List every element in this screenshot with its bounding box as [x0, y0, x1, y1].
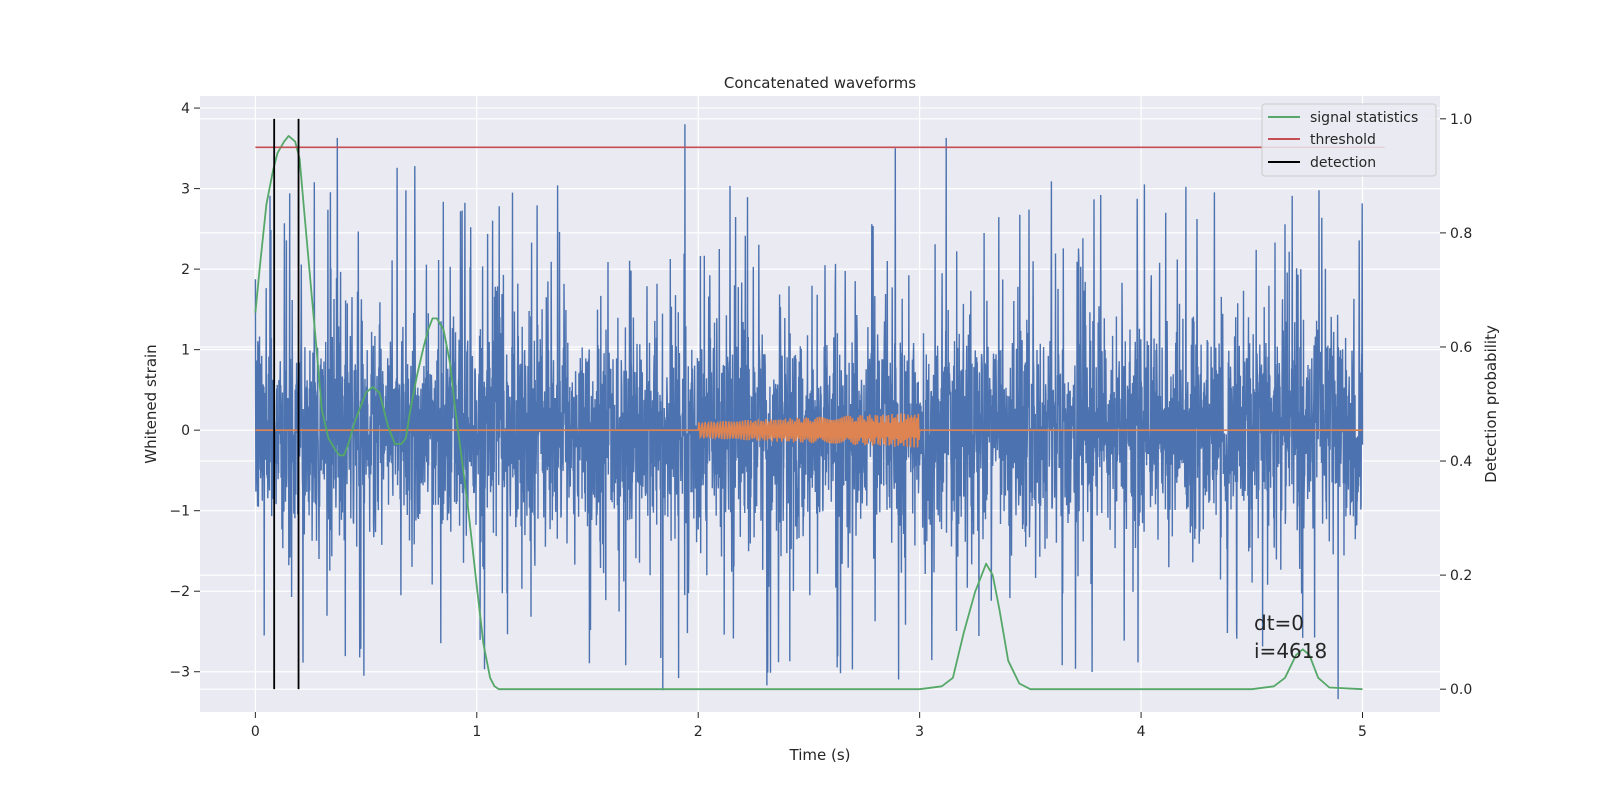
right-y-tick-label: 0.6	[1450, 340, 1472, 356]
right-y-tick-label: 1.0	[1450, 112, 1472, 128]
right-y-tick-label: 0.2	[1450, 568, 1472, 584]
right-y-axis-ticks: 0.0 0.2 0.4 0.6 0.8 1.0	[1440, 112, 1472, 698]
annotation-dt: dt=0	[1254, 611, 1304, 635]
x-tick-label: 2	[694, 724, 703, 740]
x-tick-label: 5	[1358, 724, 1367, 740]
right-y-tick-label: 0.8	[1450, 226, 1472, 242]
x-tick-label: 4	[1137, 724, 1146, 740]
legend-label-detection: detection	[1310, 155, 1376, 171]
legend-label-threshold: threshold	[1310, 132, 1376, 148]
x-axis-ticks: 0 1 2 3 4 5	[251, 712, 1367, 740]
y-tick-label: −3	[169, 665, 190, 681]
y-axis-ticks: −3 −2 −1 0 1 2 3 4	[169, 101, 200, 681]
signal-statistics-series	[254, 135, 1363, 691]
right-y-tick-label: 0.4	[1450, 454, 1472, 470]
plot-content	[254, 118, 1385, 700]
y-axis-label: Whitened strain	[142, 344, 160, 463]
y-tick-label: 4	[181, 101, 190, 117]
y-tick-label: 3	[181, 182, 190, 198]
legend-label-signal-statistics: signal statistics	[1310, 110, 1418, 126]
x-axis-label: Time (s)	[789, 746, 851, 764]
legend-box	[1261, 103, 1437, 177]
y-tick-label: 0	[181, 423, 190, 439]
detection-series	[273, 118, 300, 690]
x-tick-label: 3	[915, 724, 924, 740]
injected-waveform-line	[255, 413, 1363, 448]
strain-line	[254, 124, 1364, 700]
chart-title: Concatenated waveforms	[724, 74, 916, 92]
y-tick-label: −2	[169, 584, 190, 600]
injected-waveform-series	[255, 413, 1363, 448]
signal-statistics-line	[254, 135, 1363, 691]
right-y-axis-label: Detection probability	[1482, 325, 1500, 483]
right-y-tick-label: 0.0	[1450, 682, 1472, 698]
x-tick-label: 0	[251, 724, 260, 740]
y-tick-label: −1	[169, 504, 190, 520]
legend: signal statistics threshold detection	[1261, 103, 1437, 177]
y-tick-label: 2	[181, 262, 190, 278]
x-tick-label: 1	[472, 724, 481, 740]
strain-series	[254, 124, 1364, 700]
annotation-index: i=4618	[1254, 639, 1327, 663]
y-tick-label: 1	[181, 343, 190, 359]
